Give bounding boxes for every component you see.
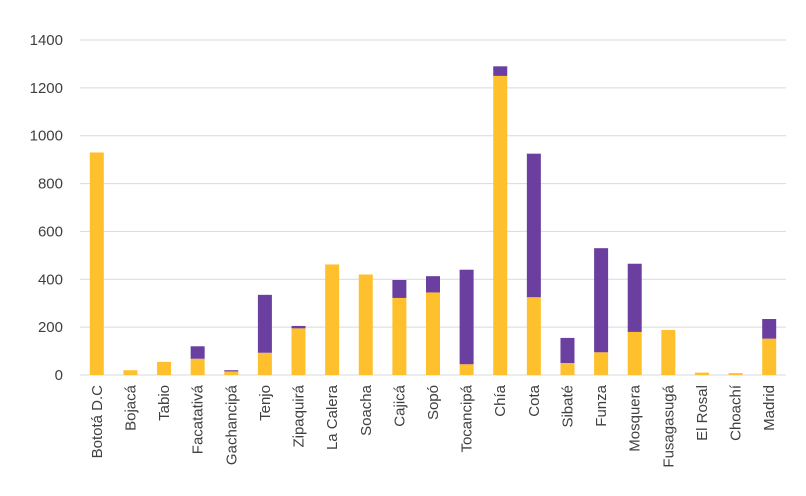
bar-segment-series-1 bbox=[594, 352, 609, 375]
x-category-label: Mosquera bbox=[627, 384, 644, 451]
y-tick-label: 1400 bbox=[30, 32, 63, 49]
y-tick-label: 400 bbox=[38, 271, 63, 288]
y-tick-label: 600 bbox=[38, 223, 63, 240]
y-tick-label: 200 bbox=[38, 319, 63, 336]
bar-segment-series-1 bbox=[325, 264, 340, 375]
y-axis: 0 200 400 600 800 1000 1200 1400 bbox=[30, 32, 63, 384]
x-category-label: La Calera bbox=[324, 384, 341, 450]
bar-segment-series-2 bbox=[762, 319, 777, 339]
bar-segment-series-1 bbox=[358, 274, 373, 375]
y-tick-label: 1200 bbox=[30, 80, 63, 97]
bar-segment-series-2 bbox=[224, 370, 239, 372]
bar-segment-series-2 bbox=[560, 337, 575, 364]
bar-segment-series-1 bbox=[89, 152, 104, 375]
bar-segment-series-1 bbox=[459, 364, 474, 375]
y-tick-label: 800 bbox=[38, 176, 63, 193]
bar-segment-series-1 bbox=[627, 331, 642, 375]
bar-segment-series-2 bbox=[594, 248, 609, 353]
bar-segment-series-1 bbox=[123, 370, 138, 375]
bar-segment-series-1 bbox=[426, 292, 440, 375]
bar-segment-series-1 bbox=[493, 75, 508, 376]
bars bbox=[89, 66, 777, 376]
bar-segment-series-1 bbox=[694, 372, 709, 375]
x-category-label: Chía bbox=[492, 384, 509, 416]
bar-segment-series-2 bbox=[493, 66, 508, 76]
x-category-label: Bototá D.C bbox=[89, 385, 106, 459]
x-axis: Bototá D.C Bojacá Tabio Facatativá Gachancip… bbox=[89, 384, 778, 467]
bar-segment-series-1 bbox=[526, 297, 541, 375]
bar-segment-series-1 bbox=[392, 297, 407, 375]
x-category-label: Zipaquirá bbox=[291, 384, 308, 447]
x-category-label: Choachí bbox=[728, 384, 745, 441]
bar-segment-series-2 bbox=[459, 269, 474, 365]
bar-segment-series-1 bbox=[762, 338, 777, 375]
x-category-label: Sibaté bbox=[559, 385, 576, 428]
bar-segment-series-2 bbox=[526, 153, 541, 298]
bar-segment-series-1 bbox=[224, 371, 239, 375]
x-category-label: Fusagasugá bbox=[660, 384, 677, 467]
bar-segment-series-2 bbox=[392, 280, 407, 298]
bar-segment-series-2 bbox=[627, 263, 642, 332]
x-category-label: Bojacá bbox=[122, 384, 139, 431]
y-tick-label: 1000 bbox=[30, 128, 63, 145]
x-category-label: Tabio bbox=[156, 385, 173, 421]
bar-segment-series-2 bbox=[291, 325, 306, 329]
x-category-label: Cajicá bbox=[391, 384, 408, 426]
x-category-label: Gachancipá bbox=[223, 384, 240, 465]
x-category-label: Tocancipá bbox=[459, 384, 476, 452]
x-category-label: Funza bbox=[593, 384, 610, 426]
x-category-label: Soacha bbox=[358, 384, 375, 436]
x-category-label: Cota bbox=[526, 384, 543, 416]
bar-segment-series-2 bbox=[257, 294, 272, 353]
x-category-label: Tenjo bbox=[257, 385, 274, 421]
bar-segment-series-1 bbox=[291, 328, 306, 375]
bar-segment-series-1 bbox=[560, 363, 575, 375]
bar-segment-series-1 bbox=[661, 330, 676, 375]
bar-segment-series-1 bbox=[257, 352, 272, 375]
x-category-label: Facatativá bbox=[190, 384, 207, 454]
bar-segment-series-1 bbox=[728, 373, 743, 375]
bar-segment-series-2 bbox=[190, 346, 205, 359]
y-tick-label: 0 bbox=[55, 367, 63, 384]
bar-segment-series-1 bbox=[157, 361, 172, 375]
bar-segment-series-1 bbox=[190, 358, 205, 375]
x-category-label: Sopó bbox=[425, 385, 442, 420]
x-category-label: Madrid bbox=[761, 385, 778, 431]
bar-segment-series-2 bbox=[426, 276, 440, 293]
x-category-label: El Rosal bbox=[694, 385, 711, 441]
